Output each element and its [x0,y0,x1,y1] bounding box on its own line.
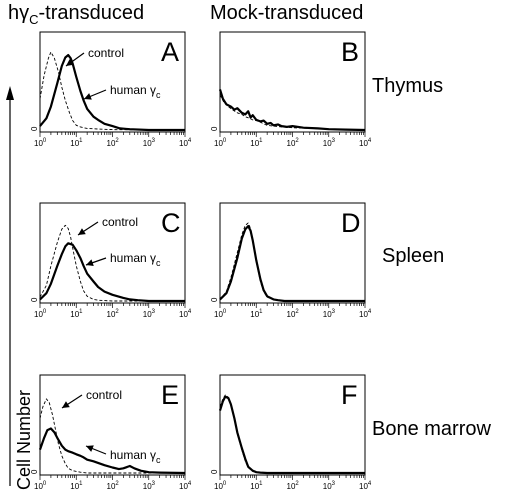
panel-f: F 0 100 101 102 103 104 [210,374,372,491]
panel-f-y-zero-label: 0 [210,469,219,474]
panel-a-series-human-gamma-c [39,53,185,132]
panel-e-x-tick-label: 101 [70,481,83,491]
panel-a-arrowhead-human-gamma-c [84,93,92,100]
y-axis-label: Cell Number [14,390,34,490]
panel-b-letter: B [341,37,359,67]
panel-c-series-human-gamma-c [39,242,185,303]
panel-a: A 0 100 101 102 103 104 control human γc [30,31,192,148]
panel-e-x-tick-label: 102 [107,481,120,491]
panel-d-x-tick-label: 101 [250,309,263,319]
panel-d: D 0 100 101 102 103 104 [210,202,372,319]
panel-b-x-tick-label: 103 [323,138,336,148]
panel-c-series-control [39,224,185,302]
panel-e-x-tick-label: 100 [34,481,47,491]
panel-e-x-tick-label: 104 [179,481,192,491]
tissue-label-bone-marrow: Bone marrow [372,418,491,440]
panel-c-annotation-human-gamma-c: human γc [110,251,161,268]
panel-c-x-tick-label: 101 [70,309,83,319]
panel-a-arrowhead-control [66,59,74,66]
panel-b-x-tick-label: 101 [250,138,263,148]
panel-c-y-zero-label: 0 [30,297,39,302]
panel-f-x-tick-label: 100 [214,481,227,491]
panel-c-annotation-control: control [102,215,138,229]
panel-a-x-tick-label: 104 [179,138,192,148]
panel-e-annotation-human-gamma-c: human γc [110,448,161,465]
panel-c-x-tick-label: 102 [107,309,120,319]
panel-b-y-zero-label: 0 [210,126,219,131]
panel-b-x-tick-label: 102 [287,138,300,148]
header-right: Mock-transduced [210,2,363,24]
panel-a-annotation-control: control [88,46,124,60]
panel-a-y-zero-label: 0 [30,126,39,131]
panel-f-x-tick-label: 101 [250,481,263,491]
panel-e-series-human-gamma-c [38,427,186,475]
panel-b: B 0 100 101 102 103 104 [210,31,372,148]
panel-f-x-tick-label: 103 [323,481,336,491]
tissue-label-thymus: Thymus [372,75,443,97]
panel-f-letter: F [341,380,358,410]
y-axis-arrow-head [6,86,14,100]
panel-a-x-tick-label: 103 [143,138,156,148]
panel-a-annotation-human-gamma-c: human γc [110,83,161,100]
panel-d-x-tick-label: 100 [214,309,227,319]
panel-e-y-zero-label: 0 [30,469,39,474]
tissue-label-spleen: Spleen [382,245,444,267]
header-left: hγC-transduced [8,2,144,27]
panel-d-x-tick-label: 104 [359,309,372,319]
panel-f-series-human-gamma-c [218,395,365,475]
panel-e-arrowhead-human-gamma-c [86,445,94,452]
panel-d-letter: D [341,208,361,238]
panels: A 0 100 101 102 103 104 control human γc B 0 100 101… [30,31,372,491]
panel-a-x-tick-label: 101 [70,138,83,148]
panel-f-x-tick-label: 104 [359,481,372,491]
panel-e-arrowhead-control [62,401,70,408]
panel-a-letter: A [161,37,179,67]
panel-e-annotation-control: control [86,388,122,402]
panel-b-x-tick-label: 100 [214,138,227,148]
panel-c: C 0 100 101 102 103 104 control human γc [30,202,192,319]
panel-f-x-tick-label: 102 [287,481,300,491]
panel-e-letter: E [161,380,179,410]
panel-a-x-tick-label: 102 [107,138,120,148]
panel-a-series-control [39,51,185,131]
panel-b-series-human-gamma-c [218,89,366,132]
panel-c-x-tick-label: 103 [143,309,156,319]
panel-c-x-tick-label: 100 [34,309,47,319]
panel-e-x-tick-label: 103 [143,481,156,491]
panel-d-series-human-gamma-c [219,225,365,303]
panel-e: E 0 100 101 102 103 104 control human γc [30,374,192,491]
panel-d-x-tick-label: 103 [323,309,336,319]
panel-c-letter: C [161,208,181,238]
panel-d-y-zero-label: 0 [210,297,219,302]
panel-d-x-tick-label: 102 [287,309,300,319]
panel-c-arrowhead-control [78,228,86,235]
panel-b-x-tick-label: 104 [359,138,372,148]
panel-a-x-tick-label: 100 [34,138,47,148]
panel-e-series-control [39,398,185,474]
panel-c-arrowhead-human-gamma-c [86,259,94,266]
panel-c-x-tick-label: 104 [179,309,192,319]
